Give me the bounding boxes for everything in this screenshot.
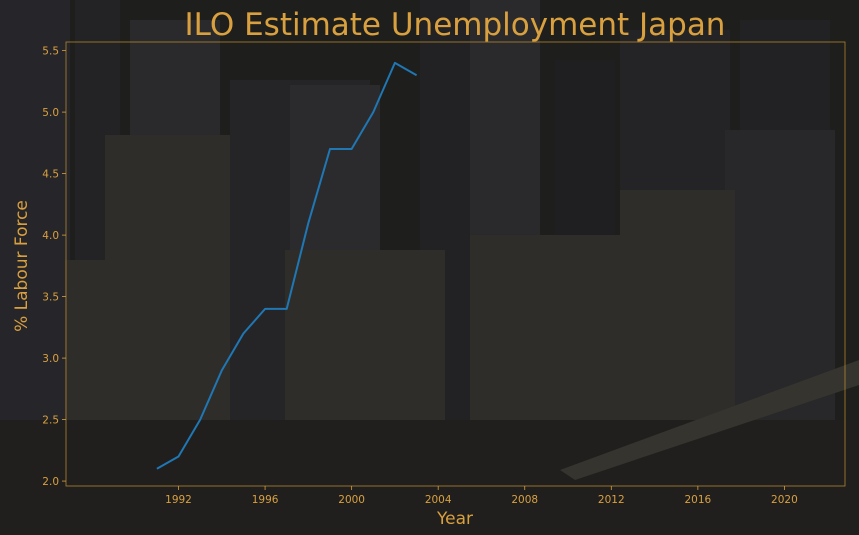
y-tick-label: 5.0: [42, 107, 59, 119]
y-tick-label: 2.5: [42, 415, 59, 427]
chart-title: ILO Estimate Unemployment Japan: [185, 7, 726, 43]
x-tick-label: 1992: [165, 494, 192, 506]
x-tick-label: 1996: [252, 494, 279, 506]
x-tick-label: 2012: [598, 494, 625, 506]
x-tick-label: 2016: [684, 494, 711, 506]
y-tick-label: 2.0: [42, 476, 59, 488]
unemployment-line: [156, 61, 418, 470]
y-axis: 2.0 2.5 3.0 3.5 4.0 4.5 5.0 5.5: [42, 46, 66, 488]
y-tick-label: 5.5: [42, 46, 59, 58]
y-tick-label: 3.0: [42, 353, 59, 365]
x-tick-label: 2020: [771, 494, 798, 506]
y-tick-label: 4.0: [42, 230, 59, 242]
y-tick-label: 3.5: [42, 292, 59, 304]
plot-frame: [65, 41, 846, 487]
y-tick-label: 4.5: [42, 169, 59, 181]
x-tick-label: 2004: [425, 494, 452, 506]
x-tick-label: 2008: [511, 494, 538, 506]
y-axis-label: % Labour Force: [12, 200, 32, 332]
x-tick-label: 2000: [338, 494, 365, 506]
x-axis: 1992 1996 2000 2004 2008 2012 2016 2020: [165, 486, 798, 506]
x-axis-label: Year: [436, 509, 473, 529]
